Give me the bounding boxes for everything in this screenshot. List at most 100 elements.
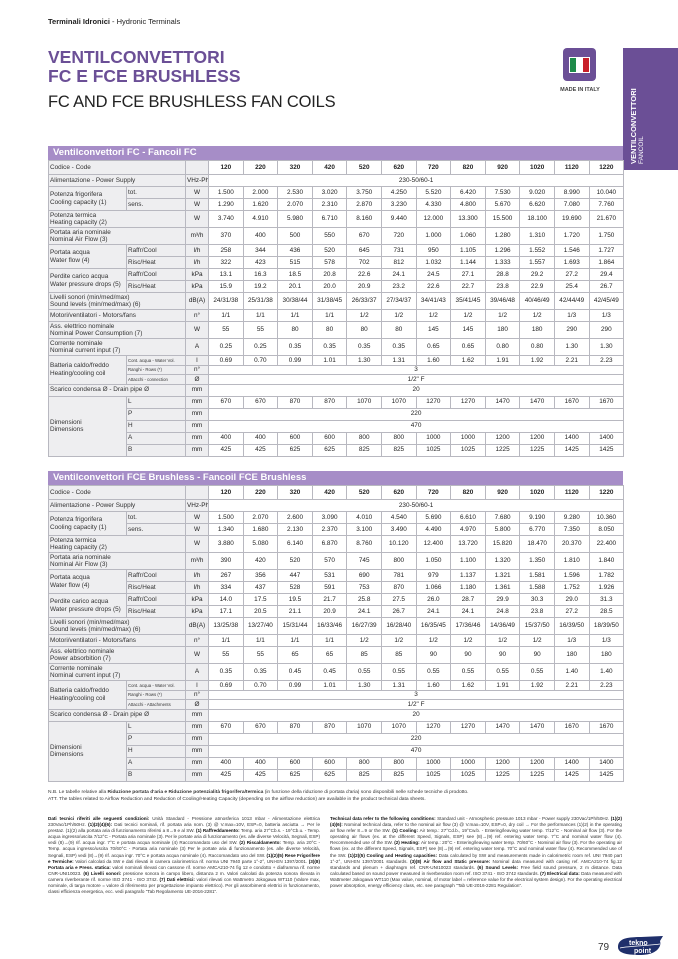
value-cell: 6.610 <box>450 511 486 524</box>
value-cell: 400 <box>208 756 244 770</box>
value-cell: 1400 <box>553 431 590 445</box>
value-cell: 1.105 <box>450 244 486 257</box>
value-cell: 0.35 <box>277 338 313 356</box>
text-segment: Unità Standard - Pressione atmosferica 1… <box>48 816 320 828</box>
value-cell: 800 <box>346 756 382 770</box>
value-cell: 80 <box>380 321 417 339</box>
table-row: Risc/Heat kPa 17.1 20.5 21.1 20.9 24.1 26.7 24.1… <box>49 605 625 618</box>
spanned-value: 470 <box>208 419 625 433</box>
value-cell: 3.020 <box>311 186 348 199</box>
row-label-line: Nominal Air Flow (3) <box>50 561 108 568</box>
row-label: Alimentazione - Power Supply <box>47 499 187 512</box>
value-cell: 25/31/38 <box>242 292 279 310</box>
breadcrumb-subsection: - Hydronic Terminals <box>109 17 181 26</box>
value-cell: 0.70 <box>242 355 279 366</box>
row-sub-label: Risc/Heat <box>125 605 187 618</box>
unit-cell: m³/h <box>185 227 210 245</box>
value-cell: 30/38/44 <box>277 292 313 310</box>
value-cell: 1670 <box>553 720 590 734</box>
value-cell: 1/2 <box>484 634 521 647</box>
row-sub-label: L <box>125 720 187 734</box>
model-code-header: 120 <box>208 485 244 500</box>
text-segment: (6) Livelli sonori: <box>83 870 124 876</box>
value-cell: 6.710 <box>311 210 348 228</box>
value-cell: 29.0 <box>553 593 590 606</box>
table-row: Batteria caldo/freddo Heating/cooling coi… <box>48 355 625 385</box>
value-cell: 22.9 <box>519 280 555 293</box>
row-sub-label: Cont. acqua - Water Vol. <box>125 355 187 366</box>
table-row: Portata acqua Water flow (4) Raffr/Cool l/h… <box>48 569 625 594</box>
row-label-line: Portata acqua <box>50 249 90 256</box>
value-cell: 1.31 <box>380 680 417 691</box>
table-row: Potenza frigorifera Cooling capacity (1) t… <box>48 511 625 536</box>
value-cell: 600 <box>311 431 348 445</box>
value-cell: 800 <box>380 431 417 445</box>
value-cell: 14/36/49 <box>484 617 521 635</box>
value-cell: 1400 <box>588 756 625 770</box>
value-cell: 1.62 <box>450 680 486 691</box>
value-cell: 1.782 <box>588 569 625 582</box>
value-cell: 23.2 <box>380 280 417 293</box>
value-cell: 22.6 <box>415 280 452 293</box>
section-side-tab: VENTILCONVETTORI FANCOIL <box>623 48 678 170</box>
value-cell: 13/27/40 <box>242 617 279 635</box>
value-cell: 0.69 <box>208 680 244 691</box>
value-cell: 1.91 <box>484 355 521 366</box>
model-code-header: 1020 <box>519 160 555 175</box>
value-cell: 1/2 <box>415 309 452 322</box>
value-cell: 20.1 <box>277 280 313 293</box>
value-cell: 1.320 <box>484 552 521 570</box>
model-code-header: 1220 <box>588 485 625 500</box>
text-segment: (2) Heating: <box>394 840 421 846</box>
value-cell: 6.620 <box>519 198 555 211</box>
unit-cell: mm <box>185 756 210 770</box>
row-sub-label: tot. <box>125 511 187 524</box>
unit-cell: W <box>185 646 210 664</box>
value-cell: 870 <box>380 581 417 594</box>
value-cell: 2.070 <box>277 198 313 211</box>
value-cell: 20.8 <box>311 268 348 281</box>
row-label-line: Nominal current input (7) <box>50 672 121 679</box>
value-cell: 1.750 <box>588 227 625 245</box>
value-cell: 753 <box>346 581 382 594</box>
value-cell: 12.400 <box>415 535 452 553</box>
table-row: Potenza frigorifera Cooling capacity (1) t… <box>48 186 625 211</box>
value-cell: 290 <box>553 321 590 339</box>
row-label-line: Potenza termica <box>50 536 97 544</box>
unit-cell: n° <box>185 689 210 700</box>
text-segment: Dati tecnici nominali, rif. portata aria… <box>48 822 320 834</box>
value-cell: 625 <box>311 768 348 782</box>
table-row: Codice - Code 120 220 320 420 520 620 720 820 920… <box>47 160 625 175</box>
value-cell: 1.40 <box>588 663 625 681</box>
value-cell: 26.7 <box>588 280 625 293</box>
value-cell: 0.99 <box>277 355 313 366</box>
model-code-header: 220 <box>242 160 279 175</box>
unit-cell: mm <box>185 443 210 457</box>
text-segment: Data calculated by SW and measurements m… <box>330 852 622 864</box>
value-cell: 1/2 <box>346 634 382 647</box>
value-cell: 13.300 <box>450 210 486 228</box>
value-cell: 20.370 <box>553 535 590 553</box>
value-cell: 39/46/48 <box>484 292 521 310</box>
row-label-line: Nominal Air Flow (3) <box>50 236 108 243</box>
title-line-1: VENTILCONVETTORI <box>48 47 225 67</box>
model-code-header: 420 <box>311 160 348 175</box>
table-row: sens. W 1.290 1.620 2.070 2.310 2.870 3.230 4.33… <box>49 198 625 211</box>
value-cell: 4.490 <box>415 523 452 536</box>
value-cell: 13.720 <box>450 535 486 553</box>
value-cell: 870 <box>311 395 348 409</box>
value-cell: 26/33/37 <box>346 292 382 310</box>
value-cell: 0.65 <box>450 338 486 356</box>
value-cell: 425 <box>242 768 279 782</box>
value-cell: 24.1 <box>450 605 486 618</box>
page-title: VENTILCONVETTORI FC E FCE BRUSHLESS <box>48 48 241 86</box>
unit-cell: mm <box>185 708 210 722</box>
value-cell: 55 <box>208 646 244 664</box>
model-code-header: 1020 <box>519 485 555 500</box>
value-cell: 1000 <box>415 431 452 445</box>
value-cell: 2.310 <box>311 198 348 211</box>
value-cell: 24.1 <box>346 605 382 618</box>
table-row: Alimentazione - Power Supply VHz-Ph 230-50… <box>47 499 625 512</box>
